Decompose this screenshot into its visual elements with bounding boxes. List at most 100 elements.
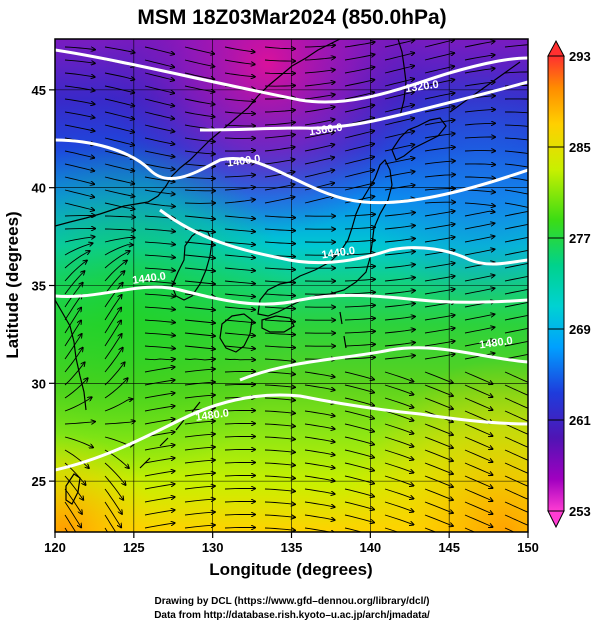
coast-ryukyu: [139, 401, 201, 469]
streamline: [384, 79, 414, 87]
streamline: [384, 252, 415, 256]
streamline: [144, 345, 175, 349]
colorbar-scale: [547, 55, 565, 512]
streamline: [224, 150, 255, 151]
streamline: [264, 294, 295, 296]
streamline: [304, 410, 335, 416]
streamline: [464, 223, 494, 230]
streamline: [184, 72, 214, 79]
streamline: [304, 157, 334, 165]
streamline: [464, 137, 495, 138]
x-tick-label: 120: [44, 540, 66, 555]
streamline: [184, 486, 215, 490]
streamline: [264, 372, 295, 374]
streamline: [64, 436, 93, 448]
streamline: [104, 348, 123, 373]
streamline: [384, 304, 415, 308]
streamline: [104, 189, 134, 197]
streamline: [384, 423, 413, 434]
streamline: [464, 514, 493, 527]
streamline: [64, 334, 82, 360]
streamline: [184, 85, 214, 92]
streamline: [424, 224, 455, 230]
streamline: [184, 150, 215, 154]
streamline: [184, 512, 215, 516]
streamline: [464, 190, 495, 192]
streamline: [304, 423, 335, 429]
streamline: [384, 514, 413, 525]
streamline: [504, 44, 528, 48]
streamline: [344, 80, 374, 87]
streamline: [184, 421, 215, 425]
colorbar-bottom-arrow: [547, 510, 565, 529]
coast-izu: [339, 311, 347, 349]
streamline: [144, 72, 174, 80]
streamline: [104, 229, 135, 230]
x-tick-label: 140: [359, 540, 381, 555]
streamline: [144, 163, 175, 169]
streamline: [144, 98, 174, 106]
streamline: [224, 437, 255, 438]
streamline: [344, 253, 375, 255]
streamline: [224, 112, 255, 114]
streamline: [504, 236, 528, 243]
streamline: [104, 501, 121, 527]
streamline: [464, 436, 493, 449]
streamline: [304, 501, 335, 507]
streamline: [264, 515, 295, 517]
colorbar-label: 293: [569, 49, 591, 64]
streamline: [104, 261, 127, 282]
y-tick-label: 35: [32, 279, 46, 294]
streamline: [384, 213, 415, 217]
streamline: [64, 251, 90, 269]
streamline: [184, 359, 215, 360]
streamline: [104, 163, 134, 171]
streamline: [264, 450, 295, 452]
streamline: [264, 463, 295, 465]
streamline: [64, 237, 95, 243]
streamline: [384, 172, 415, 178]
streamline: [384, 356, 415, 360]
streamline: [344, 170, 374, 178]
streamline: [344, 266, 375, 268]
streamline: [144, 497, 175, 503]
streamline: [104, 137, 134, 145]
streamline: [184, 306, 215, 310]
streamline: [144, 124, 174, 132]
streamline: [424, 354, 455, 360]
streamline: [424, 449, 453, 461]
streamline: [464, 68, 495, 74]
y-axis-label: Latitude (degrees): [3, 211, 22, 358]
streamline: [424, 514, 453, 526]
x-tick-label: 130: [202, 540, 224, 555]
streamline: [264, 229, 295, 231]
streamline: [184, 369, 215, 373]
streamline: [144, 319, 175, 323]
streamline: [144, 228, 175, 232]
streamline: [224, 187, 255, 191]
streamline: [104, 98, 134, 106]
streamline: [504, 340, 528, 347]
streamline: [384, 384, 413, 395]
streamline: [64, 150, 94, 158]
streamline: [344, 514, 374, 523]
streamline: [464, 288, 494, 295]
streamline: [344, 410, 374, 419]
streamline: [344, 384, 374, 393]
streamline: [304, 170, 334, 178]
streamline: [424, 397, 453, 409]
streamline: [464, 82, 495, 87]
coast-korea: [171, 229, 213, 301]
streamline: [64, 85, 95, 91]
streamline: [344, 227, 375, 229]
streamline: [424, 147, 455, 152]
streamline: [144, 471, 175, 477]
streamline: [144, 280, 175, 284]
streamline: [384, 501, 413, 512]
streamline: [64, 321, 81, 347]
streamline: [104, 334, 122, 360]
streamline: [144, 267, 175, 271]
streamline: [424, 161, 455, 165]
streamline: [424, 93, 454, 100]
streamline: [224, 267, 255, 271]
